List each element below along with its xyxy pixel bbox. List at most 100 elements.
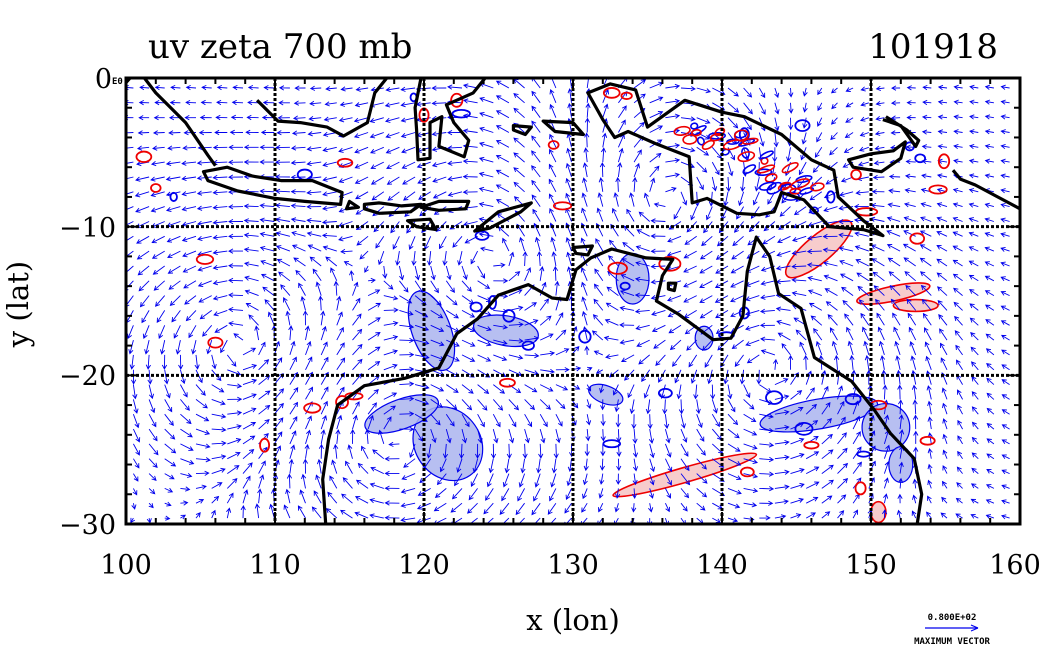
wind-vector: [213, 309, 228, 317]
wind-vector: [442, 443, 449, 459]
wind-vector: [970, 332, 979, 341]
wind-vector: [584, 117, 590, 133]
wind-vector: [985, 319, 995, 326]
wind-vector: [759, 322, 775, 328]
wind-vector: [304, 325, 311, 341]
wind-vector: [273, 459, 280, 474]
wind-vector: [1001, 424, 1010, 430]
wind-vector: [602, 103, 609, 118]
wind-vector: [242, 421, 257, 430]
wind-vector: [439, 458, 447, 473]
wind-vector: [228, 174, 244, 180]
wind-vector: [367, 302, 381, 311]
wind-vector: [892, 312, 901, 326]
wind-vector: [462, 158, 478, 164]
wind-vector: [727, 161, 734, 177]
wind-vector: [621, 258, 635, 267]
wind-vector: [520, 458, 526, 474]
wind-vector: [984, 84, 994, 90]
wind-vector: [798, 161, 807, 176]
wind-vector: [957, 389, 963, 400]
wind-vector: [786, 147, 792, 163]
wind-vector: [290, 189, 306, 195]
wind-vector: [273, 357, 283, 371]
wind-vector: [743, 87, 753, 98]
wind-vector: [355, 191, 369, 200]
wind-vector: [398, 265, 405, 281]
wind-vector: [942, 465, 948, 474]
wind-vector: [586, 384, 592, 392]
coastline-segment: [142, 78, 217, 167]
wind-vector: [300, 295, 306, 311]
wind-vector: [164, 443, 177, 454]
wind-vector: [320, 400, 328, 415]
wind-vector: [401, 161, 416, 169]
wind-vector: [645, 399, 651, 415]
wind-vector: [952, 187, 963, 193]
wind-vector: [790, 437, 805, 445]
wind-vector: [942, 402, 948, 415]
wind-vector: [727, 87, 739, 97]
wind-vector: [492, 399, 504, 411]
wind-vector: [957, 419, 963, 430]
wind-vector: [802, 117, 808, 129]
wind-vector: [168, 280, 181, 290]
wind-vector: [306, 160, 322, 167]
wind-vector: [970, 498, 979, 504]
wind-vector: [593, 283, 604, 296]
wind-vector: [921, 144, 932, 150]
wind-vector: [743, 502, 758, 508]
wind-vector: [906, 298, 917, 311]
wind-vector: [881, 369, 887, 385]
wind-vector: [585, 414, 592, 426]
wind-vector: [367, 414, 374, 430]
wind-vector: [603, 335, 619, 341]
wind-vector: [228, 144, 243, 150]
wind-vector: [549, 207, 557, 222]
positive-vorticity-contour: [195, 253, 215, 265]
wind-vector: [305, 386, 313, 400]
wind-vector: [806, 262, 822, 268]
wind-vector: [937, 144, 948, 150]
wind-vector: [150, 176, 165, 182]
coastline-segment: [321, 235, 924, 524]
wind-vector: [633, 149, 642, 163]
wind-vector: [683, 280, 697, 288]
wind-vector: [927, 495, 932, 504]
negative-vorticity-contour: [826, 190, 836, 204]
wind-vector: [320, 310, 326, 326]
wind-vector: [909, 341, 917, 356]
wind-vector: [1001, 514, 1010, 520]
wind-vector: [1000, 129, 1010, 135]
wind-vector: [940, 342, 948, 356]
wind-vector: [197, 235, 212, 242]
wind-vector: [242, 407, 257, 415]
wind-vector: [431, 161, 447, 168]
negative-vorticity-contour: [451, 108, 471, 119]
wind-vector: [181, 206, 197, 212]
wind-vector: [293, 100, 306, 106]
positive-vorticity-contour: [259, 437, 271, 453]
wind-vector: [486, 473, 494, 488]
wind-vector: [727, 399, 736, 413]
wind-vector: [922, 312, 932, 326]
positive-vorticity-contour: [909, 232, 926, 245]
wind-vector: [898, 399, 904, 415]
wind-vector: [727, 443, 741, 452]
wind-vector: [805, 512, 817, 519]
wind-vector: [167, 250, 181, 259]
wind-vector: [617, 147, 624, 163]
wind-vector: [354, 102, 369, 108]
negative-vorticity-contour: [794, 119, 811, 132]
wind-vector: [196, 160, 212, 166]
wind-vector: [1000, 290, 1010, 297]
wind-vector: [686, 339, 698, 351]
wind-vector: [228, 204, 244, 210]
wind-vector: [134, 191, 150, 198]
wind-vector: [133, 473, 139, 482]
title-left: uv zeta 700 mb: [148, 27, 412, 67]
wind-vector: [142, 325, 150, 340]
wind-vector: [790, 482, 805, 489]
wind-vector: [278, 271, 291, 282]
wind-vector: [132, 414, 140, 429]
